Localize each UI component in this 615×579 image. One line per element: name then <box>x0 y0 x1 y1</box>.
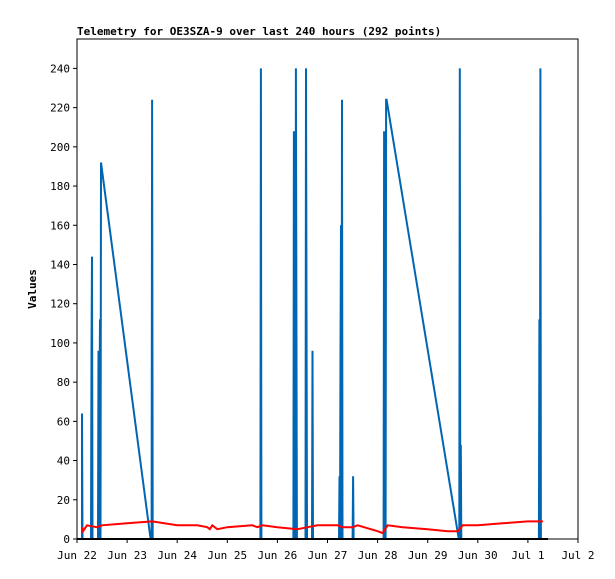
series-line-2 <box>81 520 543 535</box>
y-tick-label: 200 <box>50 141 70 154</box>
x-tick-label: Jun 23 <box>107 549 147 562</box>
x-tick-label: Jun 24 <box>157 549 197 562</box>
y-tick-label: 0 <box>63 533 70 546</box>
y-tick-label: 140 <box>50 258 70 271</box>
plot-area <box>76 38 579 540</box>
x-tick-label: Jun 27 <box>308 549 348 562</box>
x-tick-label: Jul 1 <box>511 549 544 562</box>
y-tick-label: 220 <box>50 102 70 115</box>
x-tick-label: Jun 26 <box>258 549 298 562</box>
x-axis: Jun 22 Jun 23 Jun 24 Jun 25 Jun 26 Jun 27 Jun … <box>57 539 595 562</box>
y-tick-label: 160 <box>50 219 70 232</box>
x-tick-label: Jun 30 <box>458 549 498 562</box>
x-tick-label: Jun 25 <box>207 549 247 562</box>
y-tick-label: 180 <box>50 180 70 193</box>
y-axis-label: Values <box>26 269 39 309</box>
y-tick-label: 120 <box>50 298 70 311</box>
y-axis: 0 20 40 60 80 100 120 140 160 180 200 220 240 <box>50 62 77 546</box>
y-tick-label: 80 <box>57 376 70 389</box>
y-tick-label: 20 <box>57 494 70 507</box>
chart-title: Telemetry for OE3SZA-9 over last 240 hou… <box>77 25 441 38</box>
series-layer <box>77 68 548 540</box>
x-tick-label: Jun 29 <box>408 549 448 562</box>
y-tick-label: 100 <box>50 337 70 350</box>
x-tick-label: Jul 2 <box>561 549 594 562</box>
y-tick-label: 40 <box>57 455 70 468</box>
y-tick-label: 60 <box>57 415 70 428</box>
x-tick-label: Jun 28 <box>358 549 398 562</box>
y-tick-label: 240 <box>50 62 70 75</box>
x-tick-label: Jun 22 <box>57 549 97 562</box>
